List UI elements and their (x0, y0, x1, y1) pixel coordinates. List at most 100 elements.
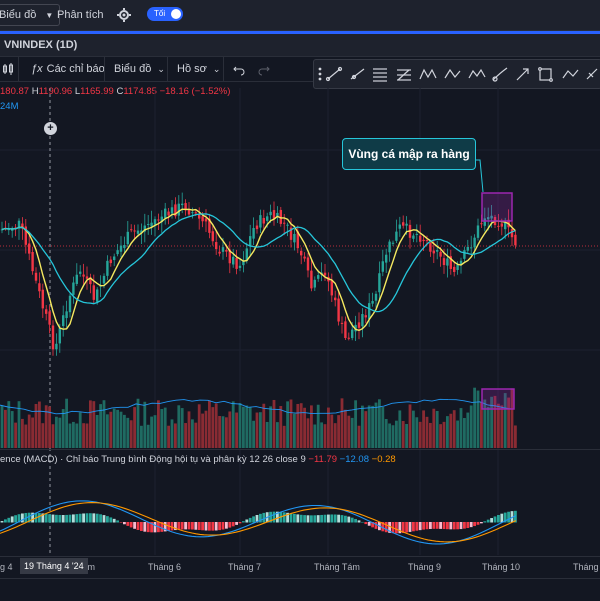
macd-legend: ence (MACD) · Chỉ báo Trung bình Động hộ… (0, 454, 396, 465)
volume-bar (208, 400, 211, 448)
elliott-wave-icon (468, 68, 486, 79)
candle-body (225, 249, 228, 252)
shark-distribution-callout[interactable]: Vùng cá mập ra hàng (342, 138, 476, 170)
signal-value: −12.08 (339, 454, 369, 465)
undo-icon[interactable] (233, 57, 245, 81)
volume-bar (486, 406, 490, 448)
plus-circle-icon[interactable]: + (44, 122, 57, 135)
volume-bar (140, 425, 143, 448)
macd-histogram-bar (486, 519, 490, 523)
macd-histogram-bar (102, 515, 106, 523)
macd-histogram-bar (313, 515, 317, 523)
gear-icon[interactable] (117, 0, 131, 30)
macd-histogram-bar (432, 522, 436, 529)
macd-histogram-bar (58, 514, 62, 523)
volume-bar (313, 424, 317, 448)
candle-body (92, 285, 95, 300)
volume-bar (398, 410, 402, 448)
macd-histogram-bar (245, 519, 249, 523)
candle-body (82, 274, 85, 277)
macd-histogram-bar (497, 514, 500, 523)
candle-body (106, 260, 109, 276)
candle-body (221, 247, 225, 252)
candles-icon[interactable] (2, 57, 14, 81)
macd-histogram-bar (126, 522, 130, 526)
macd-histogram-bar (228, 522, 232, 528)
macd-histogram-bar (364, 522, 368, 525)
volume-bar (442, 421, 446, 448)
chart-menu-dropdown[interactable]: Biểu đồ ▼ (0, 4, 61, 26)
candle-body (140, 230, 143, 233)
legend-low: 1165.99 (80, 86, 114, 97)
trend-line-icon (325, 66, 343, 82)
candle-body (187, 209, 191, 215)
theme-toggle[interactable]: Tối (147, 7, 183, 21)
candle-body (45, 309, 48, 314)
candle-body (255, 225, 259, 230)
macd-histogram-bar (136, 522, 140, 530)
profile-dropdown[interactable]: Hồ sơ ⌄ (177, 57, 220, 81)
macd-histogram-bar (106, 516, 109, 523)
candle-body (279, 209, 282, 224)
indicators-button[interactable]: ƒx Các chỉ báo (31, 57, 105, 81)
candle-body (510, 229, 514, 238)
macd-histogram-bar (296, 514, 300, 523)
volume-bar (514, 425, 517, 448)
macd-histogram-bar (306, 515, 310, 523)
chart-type-dropdown[interactable]: Biểu đồ ⌄ (114, 57, 165, 81)
volume-bar (459, 408, 463, 448)
macd-histogram-bar (388, 522, 391, 533)
candle-body (490, 215, 493, 219)
volume-bar (435, 410, 439, 448)
candle-body (286, 224, 289, 226)
macd-histogram-bar (27, 512, 31, 523)
candle-body (79, 271, 82, 274)
candle-body (204, 218, 208, 222)
pane-separator (0, 449, 600, 450)
macd-histogram-bar (374, 522, 378, 529)
macd-histogram-bar (330, 514, 334, 523)
macd-histogram-bar (442, 522, 446, 530)
macd-histogram-bar (10, 516, 14, 523)
volume-bar (7, 401, 11, 448)
candle-body (164, 208, 167, 218)
macd-histogram-bar (333, 514, 337, 523)
volume-legend: 24M (0, 101, 19, 112)
candle-body (402, 222, 405, 226)
arrow-line-icon (516, 68, 529, 81)
ma-slow-line (1, 213, 516, 313)
volume-bar (316, 404, 320, 448)
candle-body (364, 315, 367, 318)
volume-bar (405, 423, 408, 448)
candle-body (65, 311, 68, 319)
candle-body (143, 225, 146, 232)
candle-body (160, 216, 163, 223)
macd-histogram-bar (384, 522, 388, 533)
macd-histogram-bar (381, 522, 385, 532)
macd-histogram-bar (493, 516, 497, 523)
candle-body (181, 203, 184, 206)
analysis-tab[interactable]: Phân tích (57, 9, 104, 21)
legend-close-prefix: C (116, 86, 124, 97)
volume-bar (371, 405, 374, 448)
volume-bar (119, 411, 123, 448)
volume-bar (238, 403, 242, 448)
candle-body (191, 212, 194, 214)
volume-bar (191, 419, 194, 448)
volume-bar (378, 399, 381, 448)
candle-body (215, 242, 218, 250)
candle-body (235, 258, 238, 269)
candle-body (368, 303, 371, 320)
macd-histogram-bar (371, 522, 374, 528)
volume-bar (432, 408, 436, 448)
macd-histogram-bar (235, 522, 238, 525)
redo-icon[interactable] (258, 57, 270, 81)
candle-body (398, 224, 401, 229)
candle-body (313, 279, 316, 288)
volume-bar (497, 403, 500, 448)
legend-high: 1190.96 (38, 86, 73, 97)
volume-bar (89, 400, 92, 448)
volume-bar (204, 410, 208, 448)
macd-histogram-bar (68, 514, 72, 523)
